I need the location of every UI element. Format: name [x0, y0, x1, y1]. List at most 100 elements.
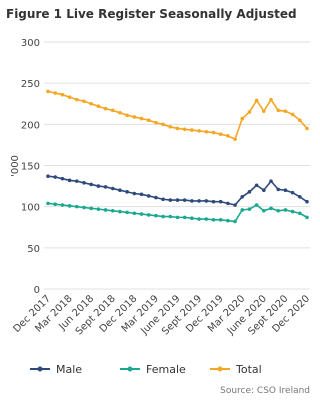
point — [247, 110, 252, 114]
point — [218, 199, 223, 204]
point — [74, 97, 79, 102]
point — [262, 109, 266, 113]
point — [67, 95, 72, 99]
point — [89, 182, 93, 187]
point — [276, 208, 281, 213]
point — [53, 91, 57, 95]
point — [139, 192, 144, 197]
point — [218, 218, 223, 222]
point — [46, 201, 50, 206]
point — [269, 179, 273, 183]
point — [182, 198, 187, 202]
point — [103, 185, 108, 189]
point — [233, 203, 237, 207]
point — [89, 101, 93, 106]
legend-marker — [37, 366, 43, 372]
point — [118, 209, 122, 214]
point — [190, 199, 194, 203]
point — [262, 208, 266, 213]
point — [82, 99, 86, 104]
point — [298, 194, 302, 199]
point — [154, 195, 158, 200]
point — [82, 205, 86, 210]
point — [182, 127, 187, 132]
point — [103, 106, 108, 111]
point — [132, 211, 137, 216]
point — [82, 180, 86, 185]
point — [139, 116, 144, 121]
point — [168, 214, 173, 219]
point — [211, 218, 216, 222]
legend-marker — [217, 366, 223, 372]
point — [262, 188, 266, 192]
point — [290, 112, 295, 117]
point — [168, 198, 173, 202]
point — [74, 179, 79, 183]
point — [233, 137, 237, 141]
y-axis-label: '000 — [10, 155, 21, 177]
point — [146, 213, 151, 217]
point — [96, 104, 101, 109]
point — [298, 211, 302, 216]
legend-marker — [127, 366, 133, 372]
y-tick-label: 100 — [21, 203, 40, 214]
point — [240, 208, 245, 212]
point — [132, 115, 137, 119]
point — [103, 208, 108, 212]
y-tick-label: 150 — [21, 162, 40, 173]
point — [254, 203, 259, 207]
point — [89, 206, 93, 211]
point — [305, 199, 309, 204]
point — [125, 190, 129, 194]
point — [125, 113, 129, 118]
point — [233, 219, 237, 224]
point — [247, 207, 252, 211]
point — [290, 209, 295, 214]
point — [53, 202, 57, 206]
point — [125, 210, 129, 215]
point — [197, 199, 201, 203]
point — [305, 126, 309, 131]
point — [276, 108, 281, 113]
point — [161, 197, 165, 202]
legend-label: Male — [56, 363, 82, 376]
point — [211, 130, 216, 135]
point — [118, 188, 122, 192]
point — [110, 186, 115, 191]
point — [204, 199, 209, 203]
point — [154, 213, 158, 218]
y-tick-label: 50 — [27, 244, 40, 255]
point — [218, 132, 223, 137]
point — [305, 215, 309, 220]
point — [74, 204, 79, 209]
point — [254, 98, 259, 103]
point — [226, 201, 230, 206]
point — [276, 187, 281, 192]
point — [161, 214, 165, 219]
point — [53, 175, 57, 179]
point — [226, 218, 230, 223]
point — [46, 89, 50, 94]
point — [110, 108, 115, 113]
legend-label: Female — [146, 363, 186, 376]
chart-title: Figure 1 Live Register Seasonally Adjust… — [6, 7, 297, 21]
series-line — [47, 90, 308, 141]
point — [139, 212, 144, 216]
point — [60, 92, 65, 97]
point — [240, 194, 245, 199]
point — [197, 129, 201, 133]
point — [146, 194, 151, 198]
point — [182, 215, 187, 220]
point — [175, 126, 180, 131]
point — [254, 183, 259, 188]
point — [175, 215, 180, 220]
point — [146, 118, 151, 123]
y-tick-label: 0 — [34, 285, 40, 296]
point — [211, 199, 216, 204]
point — [96, 207, 101, 211]
point — [161, 122, 165, 127]
point — [204, 129, 209, 134]
point — [96, 184, 101, 188]
